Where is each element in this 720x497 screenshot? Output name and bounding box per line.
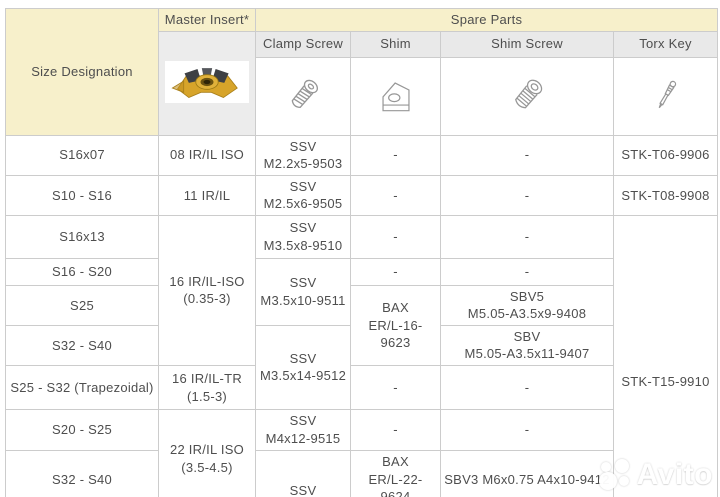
- master-insert-cell: 16 IR/IL-TR (1.5-3): [158, 365, 256, 411]
- table-row: S25 BAX ER/L-16-9623 SBV5 M5.05-A3.5x9-9…: [5, 284, 718, 367]
- torx-key-column-header: Torx Key: [613, 30, 718, 58]
- shim-screw-cell: -: [440, 134, 614, 176]
- clamp-screw-cell: SSV M3.5x8-9510: [255, 214, 351, 259]
- clamp-screw-cell: SSV M4x12-9515: [255, 409, 351, 452]
- shim-cell: -: [350, 134, 441, 176]
- size-designation-header: Size Designation: [5, 8, 159, 136]
- shim-screw-cell: SBV3 M6x0.75 A4x10-9412: [440, 450, 614, 497]
- threading-insert-icon: [171, 68, 238, 99]
- master-insert-cell: 08 IR/IL ISO: [158, 134, 256, 176]
- table-row: S32 - S40 SSV M4x14-9516 BAX ER/L-22-962…: [5, 450, 718, 497]
- shim-cell: -: [350, 174, 441, 216]
- master-insert-image-cell: [158, 30, 256, 136]
- shim-cell: -: [350, 409, 441, 452]
- master-insert-cell: 22 IR/IL ISO (3.5-4.5): [158, 409, 256, 497]
- size-cell: S25 - S32 (Trapezoidal): [5, 365, 159, 411]
- table-row: S16x13 16 IR/IL-ISO (0.35-3) SSV M3.5x8-…: [5, 214, 718, 497]
- table-row: S32 - S40 SSV M3.5x14-9512 SBV M5.05-A3.…: [5, 324, 718, 411]
- size-cell: S25: [5, 284, 159, 326]
- master-insert-photo: [165, 61, 249, 104]
- shim-cell: BAX ER/L-22-9624: [350, 450, 441, 497]
- shim-cell: -: [350, 257, 441, 286]
- shim-screw-cell: -: [440, 174, 614, 216]
- torx-key-cell: STK-T06-9906: [613, 134, 718, 176]
- clamp-screw-cell: SSV M4x14-9516: [255, 450, 351, 497]
- size-cell: S32 - S40: [5, 450, 159, 497]
- header-row-top: Size Designation Master Insert* Spare Pa…: [5, 8, 718, 136]
- table-row: S20 - S25 22 IR/IL ISO (3.5-4.5) SSV M4x…: [5, 409, 718, 497]
- shim-screw-cell: -: [440, 257, 614, 286]
- spare-parts-header: Spare Parts: [255, 8, 718, 32]
- shim-cell: -: [350, 365, 441, 411]
- clamp-screw-icon: [255, 56, 351, 136]
- header-row-icons: [6, 56, 718, 136]
- table-row: S25 - S32 (Trapezoidal) 16 IR/IL-TR (1.5…: [5, 365, 718, 411]
- table-row: S10 - S16 11 IR/IL SSV M2.5x6-9505 - - S…: [5, 174, 718, 216]
- shim-cell: -: [350, 214, 441, 259]
- master-insert-header: Master Insert*: [158, 8, 256, 32]
- shim-screw-cell: SBV M5.05-A3.5x11-9407: [440, 324, 614, 367]
- size-cell: S32 - S40: [5, 324, 159, 367]
- torx-key-icon: [613, 56, 718, 136]
- shim-screw-cell: SBV5 M5.05-A3.5x9-9408: [440, 284, 614, 326]
- table-row: S16x07 08 IR/IL ISO SSV M2.2x5-9503 - - …: [5, 134, 718, 176]
- shim-cell: BAX ER/L-16-9623: [350, 284, 441, 367]
- master-insert-cell: 11 IR/IL: [158, 174, 256, 216]
- size-cell: S16x07: [5, 134, 159, 176]
- torx-key-cell: STK-T08-9908: [613, 174, 718, 216]
- size-cell: S16x13: [5, 214, 159, 259]
- shim-screw-icon: [440, 56, 614, 136]
- clamp-screw-column-header: Clamp Screw: [255, 30, 351, 58]
- shim-screw-column-header: Shim Screw: [440, 30, 614, 58]
- size-cell: S20 - S25: [5, 409, 159, 452]
- shim-screw-cell: -: [440, 365, 614, 411]
- clamp-screw-cell: SSV M3.5x14-9512: [255, 324, 351, 411]
- shim-icon: [350, 56, 441, 136]
- size-cell: S16 - S20: [5, 257, 159, 286]
- shim-column-header: Shim: [350, 30, 441, 58]
- clamp-screw-cell: SSV M2.2x5-9503: [255, 134, 351, 176]
- shim-screw-cell: -: [440, 214, 614, 259]
- header-row-columns: Clamp Screw Shim Shim Screw Torx Key: [6, 30, 718, 136]
- size-cell: S10 - S16: [5, 174, 159, 216]
- torx-key-cell: STK-T15-9910: [613, 214, 718, 497]
- master-insert-cell: 16 IR/IL-ISO (0.35-3): [158, 214, 256, 367]
- shim-screw-cell: -: [440, 409, 614, 452]
- table-row: S16 - S20 SSV M3.5x10-9511 - -: [5, 257, 718, 326]
- clamp-screw-cell: SSV M3.5x10-9511: [255, 257, 351, 326]
- clamp-screw-cell: SSV M2.5x6-9505: [255, 174, 351, 216]
- spare-parts-table: Size Designation Master Insert* Spare Pa…: [5, 8, 718, 497]
